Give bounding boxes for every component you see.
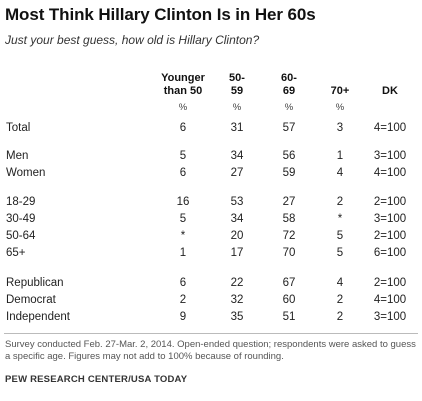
table-row: 65+ 1 17 70 5 6=100 <box>0 247 422 264</box>
table-cell: 56 <box>282 150 296 162</box>
table-cell: * <box>337 213 343 225</box>
table-row: Women 6 27 59 4 4=100 <box>0 167 422 184</box>
table-cell: 27 <box>282 196 296 208</box>
row-label: 50-64 <box>6 230 36 242</box>
column-header-70-plus: 70+ <box>330 85 350 97</box>
table-cell: 5 <box>179 150 187 162</box>
table-cell: 2=100 <box>373 230 407 242</box>
table-cell: 6 <box>179 167 187 179</box>
table-cell: 5 <box>336 230 344 242</box>
table-cell: 6=100 <box>373 247 407 259</box>
row-label: Independent <box>6 311 70 323</box>
percent-unit: % <box>232 102 242 113</box>
source-credit: PEW RESEARCH CENTER/USA TODAY <box>5 374 188 385</box>
table-row: 50-64 * 20 72 5 2=100 <box>0 230 422 247</box>
table-cell: 72 <box>282 230 296 242</box>
row-label: 65+ <box>6 247 26 259</box>
column-header-60-69: 60- 69 <box>281 72 297 97</box>
table-cell: 2=100 <box>373 196 407 208</box>
table-cell: 31 <box>230 122 244 134</box>
table-cell: 2 <box>336 294 344 306</box>
table-cell: 4=100 <box>373 122 407 134</box>
table-cell: 35 <box>230 311 244 323</box>
table-cell: 2 <box>336 311 344 323</box>
table-cell: 3=100 <box>373 213 407 225</box>
row-label: Men <box>6 150 29 162</box>
table-cell: 6 <box>179 122 187 134</box>
table-cell: 60 <box>282 294 296 306</box>
table-row: 18-29 16 53 27 2 2=100 <box>0 196 422 213</box>
table-cell: 17 <box>230 247 244 259</box>
table-row: Independent 9 35 51 2 3=100 <box>0 311 422 328</box>
row-label: Women <box>6 167 46 179</box>
table-row: Total 6 31 57 3 4=100 <box>0 122 422 139</box>
table-cell: * <box>180 230 186 242</box>
percent-unit: % <box>335 102 345 113</box>
table-cell: 4=100 <box>373 167 407 179</box>
table-row: 30-49 5 34 58 * 3=100 <box>0 213 422 230</box>
table-cell: 34 <box>230 150 244 162</box>
table-cell: 34 <box>230 213 244 225</box>
row-label: 30-49 <box>6 213 36 225</box>
table-cell: 22 <box>230 277 244 289</box>
table-cell: 32 <box>230 294 244 306</box>
table-cell: 20 <box>230 230 244 242</box>
table-cell: 4=100 <box>373 294 407 306</box>
table-cell: 6 <box>179 277 187 289</box>
chart-title: Most Think Hillary Clinton Is in Her 60s <box>5 5 316 24</box>
table-cell: 27 <box>230 167 244 179</box>
table-cell: 1 <box>179 247 187 259</box>
table-cell: 59 <box>282 167 296 179</box>
table-cell: 2 <box>179 294 187 306</box>
column-header-younger-than-50: Younger than 50 <box>161 72 205 97</box>
table-row: Democrat 2 32 60 2 4=100 <box>0 294 422 311</box>
row-label: 18-29 <box>6 196 36 208</box>
table-row: Men 5 34 56 1 3=100 <box>0 150 422 167</box>
row-label: Republican <box>6 277 64 289</box>
table-row: Republican 6 22 67 4 2=100 <box>0 277 422 294</box>
survey-note: Survey conducted Feb. 27-Mar. 2, 2014. O… <box>5 339 416 362</box>
table-cell: 51 <box>282 311 296 323</box>
table-cell: 5 <box>336 247 344 259</box>
table-cell: 5 <box>179 213 187 225</box>
table-cell: 3=100 <box>373 311 407 323</box>
table-cell: 9 <box>179 311 187 323</box>
divider <box>4 333 418 334</box>
row-label: Total <box>6 122 31 134</box>
column-header-50-59: 50- 59 <box>229 72 245 97</box>
row-label: Democrat <box>6 294 56 306</box>
percent-unit: % <box>178 102 188 113</box>
percent-unit: % <box>284 102 294 113</box>
table-cell: 3=100 <box>373 150 407 162</box>
table-cell: 4 <box>336 167 344 179</box>
question-subtitle: Just your best guess, how old is Hillary… <box>5 33 260 47</box>
table-cell: 2=100 <box>373 277 407 289</box>
table-cell: 67 <box>282 277 296 289</box>
table-cell: 53 <box>230 196 244 208</box>
table-cell: 57 <box>282 122 296 134</box>
column-header-dk: DK <box>382 85 398 97</box>
table-cell: 58 <box>282 213 296 225</box>
table-cell: 4 <box>336 277 344 289</box>
table-cell: 70 <box>282 247 296 259</box>
table-cell: 2 <box>336 196 344 208</box>
table-cell: 1 <box>336 150 344 162</box>
table-cell: 3 <box>336 122 344 134</box>
table-cell: 16 <box>176 196 190 208</box>
